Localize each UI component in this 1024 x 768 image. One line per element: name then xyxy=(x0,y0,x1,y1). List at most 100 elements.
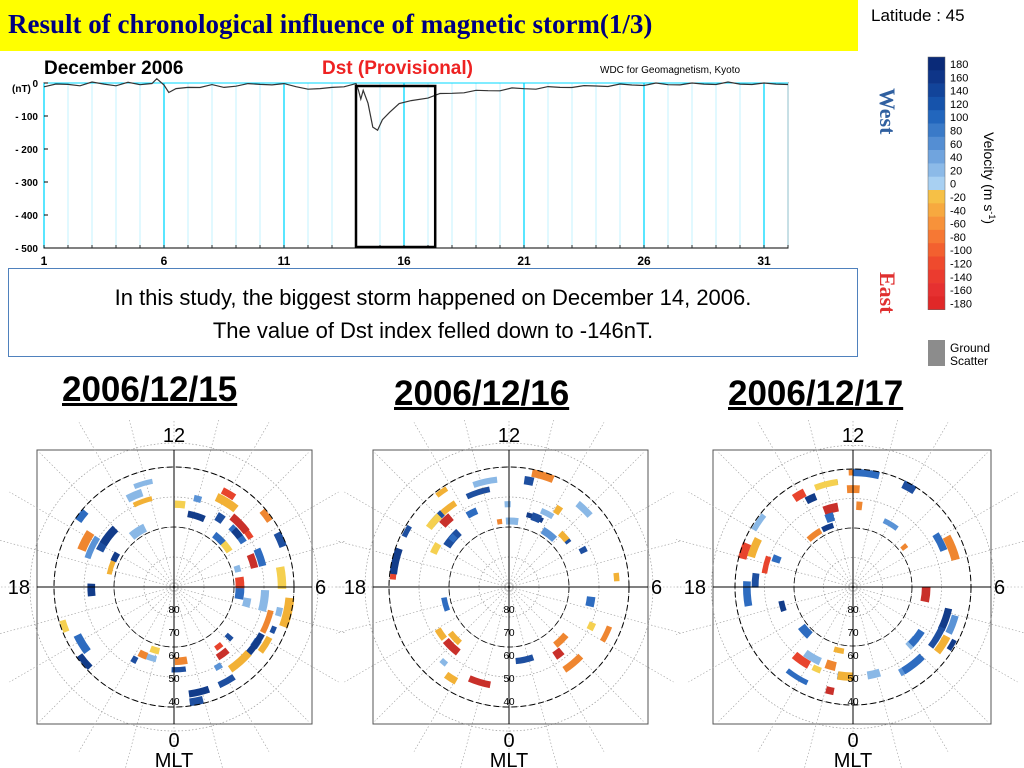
colorbar-tick-label: -100 xyxy=(950,245,972,257)
velocity-arc xyxy=(189,695,204,707)
velocity-arc xyxy=(945,614,959,635)
colorbar-cell xyxy=(928,110,945,124)
velocity-arc xyxy=(425,513,442,531)
velocity-arc xyxy=(137,649,149,660)
mlt-spoke xyxy=(508,491,674,588)
colorbar-cell xyxy=(928,176,945,191)
velocity-arc xyxy=(130,655,139,664)
latitude-ring-label: 50 xyxy=(168,674,180,685)
velocity-arc xyxy=(853,468,880,480)
velocity-arc xyxy=(231,527,243,540)
velocity-arc xyxy=(215,647,230,661)
date-label-3: 2006/12/17 xyxy=(728,374,904,413)
dst-x-axis: 1 6 11 16 21 26 31 xyxy=(41,254,771,268)
colorbar-cell xyxy=(928,256,945,271)
velocity-arc xyxy=(193,494,203,503)
velocity-arc xyxy=(825,686,835,696)
dst-y-axis: 0 - 100 - 200 - 300 - 400 - 500 xyxy=(15,79,48,255)
colorbar-cell xyxy=(928,216,945,231)
velocity-arc xyxy=(523,475,535,486)
mlt-axis-label: MLT xyxy=(490,750,529,768)
velocity-arc xyxy=(771,554,782,564)
colorbar-cell xyxy=(928,70,945,84)
velocity-arc xyxy=(439,513,454,528)
velocity-arc xyxy=(217,674,236,689)
velocity-arc xyxy=(235,576,245,589)
velocity-arc xyxy=(553,632,569,648)
colorbar-cell xyxy=(928,83,945,98)
mlt-spoke xyxy=(173,540,345,588)
storm-highlight-box xyxy=(354,84,437,249)
y-tick-label: 0 xyxy=(32,79,38,90)
velocity-arc xyxy=(257,635,273,654)
dst-heading: Dst (Provisional) xyxy=(322,58,473,79)
x-tick-label: 31 xyxy=(757,254,771,268)
velocity-arc xyxy=(901,653,925,675)
mlt-spoke xyxy=(508,540,681,588)
east-label: East xyxy=(875,272,900,314)
velocity-arc xyxy=(188,685,211,698)
colorbar-tick-label: -180 xyxy=(950,298,972,310)
y-tick-label: - 100 xyxy=(15,112,38,123)
velocity-arc xyxy=(149,645,161,655)
velocity-arc xyxy=(465,507,479,519)
mlt-spoke xyxy=(0,586,175,634)
velocity-arc xyxy=(174,656,188,666)
colorbar-cell xyxy=(928,57,945,71)
velocity-arc xyxy=(833,646,845,654)
velocity-arc xyxy=(562,653,584,673)
colorbar-cell xyxy=(928,203,945,217)
velocity-arc xyxy=(933,634,951,655)
colorbar-tick-label: 80 xyxy=(950,126,962,138)
mlt-label-0: 0 xyxy=(168,730,179,752)
velocity-arc xyxy=(99,525,119,547)
y-tick-label: - 400 xyxy=(15,211,38,222)
mlt-spoke xyxy=(757,586,854,752)
mlt-spoke xyxy=(9,586,175,683)
dst-series-line xyxy=(43,77,789,132)
mlt-spoke xyxy=(757,422,854,588)
mlt-label-0: 0 xyxy=(847,730,858,752)
latitude-ring-label: 40 xyxy=(168,697,180,708)
velocity-arc xyxy=(125,488,144,503)
colorbar-tick-label: 180 xyxy=(950,59,968,71)
mlt-spoke xyxy=(173,491,339,588)
mlt-label-12: 12 xyxy=(163,425,185,447)
velocity-arc xyxy=(811,664,822,674)
x-tick-label: 16 xyxy=(397,254,411,268)
velocity-arc xyxy=(132,496,153,508)
velocity-arc xyxy=(505,517,519,526)
slide-title: Result of chronological influence of mag… xyxy=(8,9,653,39)
velocity-arc xyxy=(212,531,226,546)
velocity-arc xyxy=(133,478,154,489)
velocity-arc xyxy=(275,606,284,617)
mlt-spoke xyxy=(173,420,220,588)
x-tick-label: 11 xyxy=(278,254,291,268)
ground-scatter-label-1: Ground xyxy=(950,341,990,355)
velocity-arc xyxy=(540,526,558,542)
mlt-spoke xyxy=(718,586,854,722)
mlt-spoke xyxy=(676,539,854,588)
colorbar-tick-label: -80 xyxy=(950,232,966,244)
mlt-spoke xyxy=(676,586,854,635)
mlt-spoke xyxy=(413,422,510,588)
y-tick-label: - 500 xyxy=(15,244,38,255)
latitude-ring-label: 80 xyxy=(847,605,859,616)
caption-line-2: The value of Dst index felled down to -1… xyxy=(212,318,654,343)
velocity-arc xyxy=(233,564,242,573)
velocity-arc xyxy=(920,587,931,603)
velocity-arc xyxy=(824,512,836,524)
colorbar-tick-label: 100 xyxy=(950,112,968,124)
velocity-arc xyxy=(575,500,593,518)
mlt-spoke xyxy=(852,586,988,722)
colorbar-cell xyxy=(928,123,945,138)
colorbar-tick-label: 140 xyxy=(950,86,968,98)
velocity-arc xyxy=(927,626,946,649)
colorbar-scale xyxy=(927,56,946,310)
latitude-ring-label: 80 xyxy=(168,605,180,616)
mlt-spoke xyxy=(336,586,510,634)
latitude-ring-label: 60 xyxy=(847,651,859,662)
velocity-arc xyxy=(441,597,451,612)
mlt-label-0: 0 xyxy=(503,730,514,752)
